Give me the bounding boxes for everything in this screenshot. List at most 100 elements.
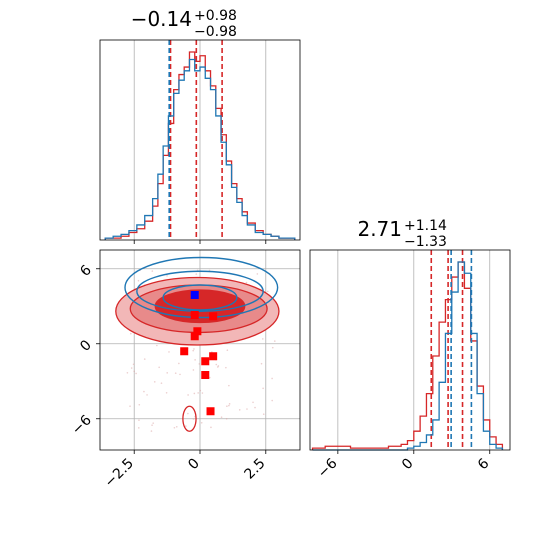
red-histogram-step (311, 261, 504, 450)
histogram-panel-param2: −6 0 6 2.71 +1.14−1.33 (309, 217, 511, 481)
sample-point (187, 394, 189, 396)
sample-point (193, 392, 196, 395)
panel-title: 2.71 +1.14−1.33 (357, 217, 447, 250)
title-upper-error: +0.98 (194, 8, 237, 24)
sample-point (138, 403, 141, 406)
sample-point (209, 376, 211, 379)
title-lower-error: −1.33 (404, 234, 447, 250)
blue-contour-middle (136, 270, 264, 312)
red-marker (209, 312, 218, 321)
sample-point (245, 281, 248, 284)
sample-point (129, 405, 131, 407)
sample-point (143, 390, 145, 393)
red-marker (190, 311, 199, 319)
red-contour-tail (182, 405, 197, 432)
y-tick-label: 0 (77, 337, 95, 355)
sample-point (165, 391, 168, 394)
contour-panel: −2.5 0 2.5 −6 0 6 (69, 249, 301, 491)
title-value: −0.14 (131, 7, 192, 31)
sample-point (138, 427, 140, 429)
x-tick-label: 6 (475, 455, 493, 473)
x-tick-label: 0 (399, 456, 417, 474)
y-tick-label: −6 (69, 412, 95, 438)
sample-point (192, 418, 195, 420)
sample-point (135, 372, 137, 375)
sample-point (150, 430, 153, 432)
panel-frame (99, 249, 301, 451)
sample-point (153, 381, 156, 383)
sample-point (228, 384, 230, 387)
sample-point (260, 362, 263, 365)
sample-point (174, 372, 177, 374)
blue-histogram-step (104, 58, 296, 240)
sample-point (173, 426, 176, 429)
sample-point (185, 425, 187, 427)
sample-point (238, 409, 241, 411)
sample-point (152, 422, 155, 424)
red-marker (201, 357, 210, 366)
blue-contour-outer (124, 256, 279, 319)
sample-point (130, 332, 132, 335)
sample-point (194, 359, 196, 361)
sample-point (166, 275, 168, 277)
sample-point (195, 273, 198, 275)
sample-point (132, 363, 135, 366)
sample-point (266, 290, 269, 293)
red-marker (190, 332, 199, 341)
sample-point (228, 403, 231, 405)
panel-frame (309, 249, 511, 451)
sample-point (256, 273, 259, 275)
blue-contour-inner (162, 284, 238, 311)
sample-point (126, 371, 129, 374)
sample-point (168, 351, 170, 353)
x-tick-label: −6 (315, 455, 341, 481)
sample-point (143, 358, 146, 360)
sample-point (146, 394, 148, 396)
x-tick-label: 2.5 (242, 456, 269, 483)
panel-frame (99, 39, 301, 241)
sample-point (193, 348, 195, 350)
sample-point (246, 408, 248, 410)
sample-point (130, 367, 133, 369)
histogram-panel-param1: −0.14 +0.98−0.98 (99, 7, 301, 244)
sample-point (179, 373, 181, 376)
panel-title: −0.14 +0.98−0.98 (131, 7, 237, 40)
sample-point (226, 405, 228, 408)
sample-point (273, 340, 276, 342)
sample-point (261, 338, 264, 340)
sample-point (166, 372, 169, 374)
title-upper-error: +1.14 (404, 218, 447, 234)
red-marker (201, 371, 210, 379)
red-contour-inner (154, 289, 246, 324)
sample-point (156, 344, 158, 347)
red-marker (209, 352, 218, 361)
sample-point (220, 416, 223, 419)
sample-point (271, 346, 274, 349)
sample-point (262, 387, 264, 390)
sample-point (187, 412, 189, 415)
sample-point (254, 406, 256, 409)
sample-point (133, 370, 136, 373)
red-marker (180, 347, 189, 356)
title-value: 2.71 (357, 217, 402, 241)
sample-point (215, 363, 218, 366)
blue-histogram-step (312, 261, 504, 451)
sample-point (252, 401, 254, 404)
sample-point (192, 369, 195, 371)
sample-point (210, 426, 212, 429)
sample-point (271, 399, 273, 402)
sample-point (271, 377, 273, 380)
sample-point (200, 421, 203, 424)
sample-point (160, 382, 163, 384)
y-tick-label: 6 (77, 262, 95, 280)
sample-point (225, 366, 227, 369)
sample-point (216, 366, 219, 368)
sample-point (226, 349, 229, 351)
red-marker (206, 407, 215, 416)
sample-point (199, 389, 202, 392)
sample-point (198, 363, 201, 365)
sample-point (178, 362, 180, 365)
title-lower-error: −0.98 (194, 24, 237, 40)
blue-marker (190, 291, 199, 299)
